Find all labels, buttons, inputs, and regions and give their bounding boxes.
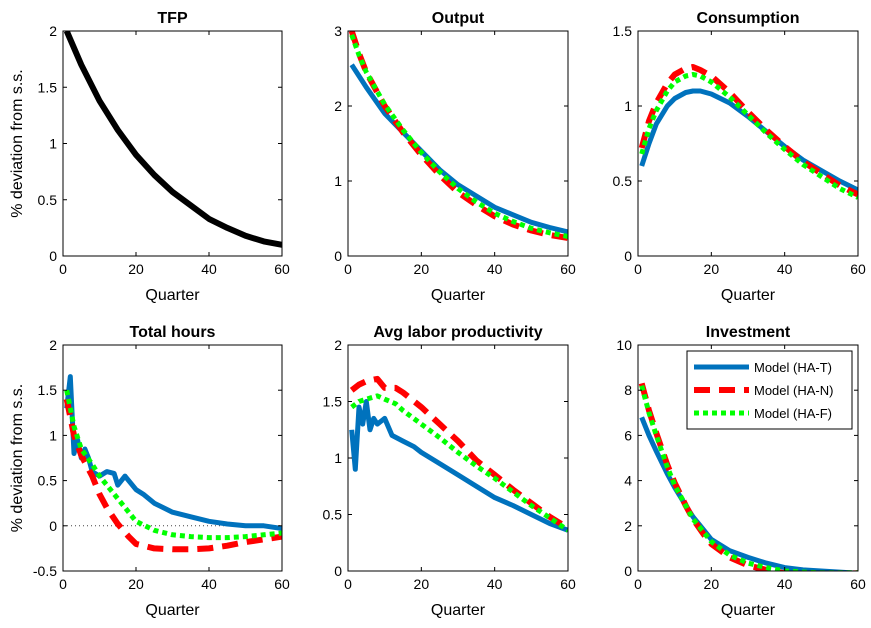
x-tick-label: 60	[560, 576, 576, 592]
x-tick-label: 0	[344, 261, 352, 277]
series-line-ha-t	[639, 88, 858, 193]
y-tick-label: 3	[334, 23, 342, 39]
y-tick-label: 1.5	[613, 23, 633, 39]
series-line-ha-n	[63, 398, 282, 553]
chart-title: Output	[432, 10, 485, 27]
chart-title: Avg labor productivity	[373, 324, 542, 341]
series-line-ha-n	[348, 31, 568, 241]
y-tick-label: 1.5	[323, 394, 343, 410]
y-tick-label: 0	[49, 248, 57, 264]
x-tick-label: 20	[414, 261, 430, 277]
x-axis-label: Quarter	[721, 602, 776, 619]
x-tick-label: 0	[59, 576, 67, 592]
x-tick-label: 0	[634, 576, 642, 592]
y-tick-label: -0.5	[33, 563, 57, 579]
y-tick-label: 0	[624, 563, 632, 579]
y-tick-label: 0.5	[613, 173, 633, 189]
panel-investment: 0 20 40 60 0 2 4 6 8 10 Investment Quarter Model (HA…	[616, 324, 866, 619]
axes-box	[637, 344, 859, 572]
y-tick-label: 0	[624, 248, 632, 264]
y-tick-label: 8	[624, 382, 632, 398]
y-tick-label: 0	[334, 248, 342, 264]
series-line-ha-t	[639, 416, 858, 571]
x-tick-label: 20	[704, 576, 720, 592]
y-tick-label: 1.5	[38, 382, 58, 398]
x-tick-label: 40	[777, 576, 793, 592]
x-tick-label: 60	[560, 261, 576, 277]
legend-box	[686, 350, 853, 430]
x-axis-label: Quarter	[431, 602, 486, 619]
y-tick-label: 10	[616, 337, 632, 353]
y-tick-label: 2	[334, 98, 342, 114]
series-line-ha-t	[64, 374, 282, 531]
series-line-ha-f	[64, 389, 282, 541]
series-line-ha-n	[638, 64, 858, 198]
y-tick-label: 1	[334, 173, 342, 189]
panel-consumption: 0 20 40 60 0 0.5 1 1.5 Consumption Quarter	[613, 10, 866, 304]
panel-tfp: 0 20 40 60 0 0.5 1 1.5 2 TFP Quarter % deviation fr…	[9, 10, 290, 304]
x-tick-label: 0	[634, 261, 642, 277]
y-tick-label: 1	[49, 427, 57, 443]
x-tick-label: 40	[487, 576, 503, 592]
x-axis-label: Quarter	[721, 287, 776, 304]
y-tick-label: 1	[334, 450, 342, 466]
y-tick-label: 1.5	[38, 79, 58, 95]
x-tick-label: 60	[850, 261, 866, 277]
x-tick-label: 60	[274, 261, 290, 277]
y-tick-label: 2	[624, 518, 632, 534]
y-axis-label: % deviation from s.s.	[9, 384, 26, 533]
y-tick-label: 2	[334, 337, 342, 353]
y-tick-label: 2	[49, 337, 57, 353]
x-tick-label: 40	[487, 261, 503, 277]
series-line-ha-f	[350, 393, 568, 533]
y-tick-label: 0	[334, 563, 342, 579]
y-tick-label: 6	[624, 427, 632, 443]
x-tick-label: 20	[704, 261, 720, 277]
x-tick-label: 60	[850, 576, 866, 592]
legend-label: Model (HA-T)	[754, 360, 832, 375]
series-line-ha-f	[349, 33, 568, 239]
y-tick-label: 0.5	[323, 507, 343, 523]
x-tick-label: 20	[128, 261, 144, 277]
y-axis-label: % deviation from s.s.	[9, 69, 26, 218]
panel-output: 0 20 40 60 0 1 2 3 Output Quarter	[334, 10, 576, 304]
x-tick-label: 40	[777, 261, 793, 277]
y-tick-label: 2	[49, 23, 57, 39]
axes-box	[62, 30, 283, 257]
series-line-ha-f	[639, 72, 858, 200]
x-tick-label: 60	[274, 576, 290, 592]
y-tick-label: 1	[624, 98, 632, 114]
panel-avg-labor-productivity: 0 20 40 60 0 0.5 1 1.5 2 Avg labor productivity Qu…	[323, 324, 576, 619]
chart-title: Consumption	[696, 10, 799, 27]
series-line-ha-f	[639, 385, 858, 571]
chart-title: Total hours	[130, 324, 216, 341]
y-tick-label: 1	[49, 136, 57, 152]
x-tick-label: 40	[201, 261, 217, 277]
chart-title: Investment	[706, 324, 791, 341]
x-axis-label: Quarter	[145, 287, 200, 304]
axes-box	[347, 30, 569, 257]
legend: Model (HA-T) Model (HA-N) Model (HA-F)	[686, 350, 853, 430]
x-tick-label: 40	[201, 576, 217, 592]
series-line-ha-t	[349, 399, 568, 533]
y-tick-label: 0.5	[38, 192, 58, 208]
legend-label: Model (HA-N)	[754, 383, 833, 398]
x-tick-label: 0	[59, 261, 67, 277]
chart-title: TFP	[157, 10, 188, 27]
x-axis-label: Quarter	[145, 602, 200, 619]
axes-box	[62, 344, 283, 572]
y-tick-label: 0.5	[38, 473, 58, 489]
x-tick-label: 20	[128, 576, 144, 592]
x-axis-label: Quarter	[431, 287, 486, 304]
legend-label: Model (HA-F)	[754, 406, 832, 421]
series-line-ha-t	[349, 63, 568, 235]
axes-box	[637, 30, 859, 257]
x-tick-label: 0	[344, 576, 352, 592]
series-line-tfp	[63, 31, 282, 248]
y-tick-label: 0	[49, 518, 57, 534]
y-tick-label: 4	[624, 473, 632, 489]
x-tick-label: 20	[414, 576, 430, 592]
